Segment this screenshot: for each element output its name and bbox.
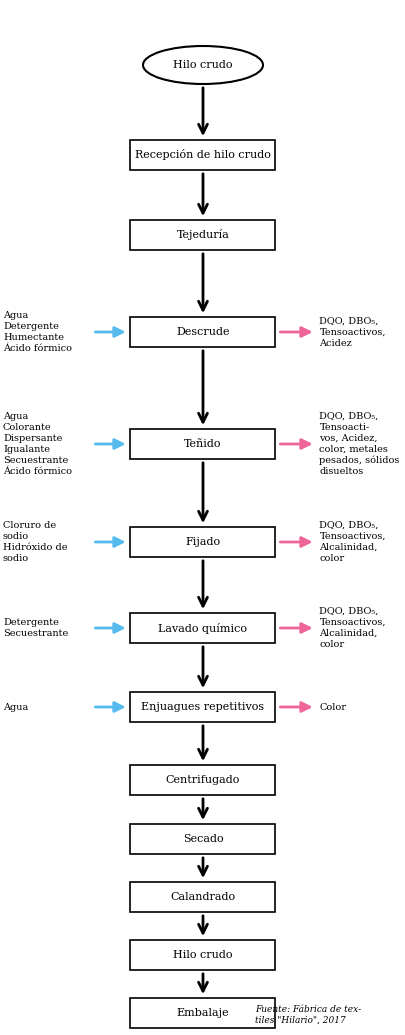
Text: color: color (319, 640, 344, 649)
Text: Tensoacti-: Tensoacti- (319, 423, 369, 432)
FancyBboxPatch shape (130, 613, 275, 643)
Text: Fuente: Fábrica de tex-
tiles "Hilario", 2017: Fuente: Fábrica de tex- tiles "Hilario",… (254, 1005, 360, 1025)
FancyBboxPatch shape (130, 428, 275, 459)
Text: DQO, DBO₅,: DQO, DBO₅, (319, 412, 378, 421)
Text: Detergente: Detergente (3, 322, 59, 331)
Text: Ácido fórmico: Ácido fórmico (3, 344, 72, 353)
Text: Secado: Secado (182, 834, 223, 844)
Text: Color: Color (319, 703, 345, 711)
Text: Enjuagues repetitivos: Enjuagues repetitivos (141, 702, 264, 712)
Text: Calandrado: Calandrado (170, 892, 235, 901)
Text: Fijado: Fijado (185, 537, 220, 548)
Text: Secuestrante: Secuestrante (3, 629, 68, 638)
Text: Humectante: Humectante (3, 333, 64, 342)
FancyBboxPatch shape (130, 140, 275, 170)
FancyBboxPatch shape (130, 527, 275, 557)
Text: Colorante: Colorante (3, 423, 51, 432)
Text: Ácido fórmico: Ácido fórmico (3, 467, 72, 476)
FancyBboxPatch shape (130, 317, 275, 347)
FancyBboxPatch shape (130, 998, 275, 1028)
Text: vos, Acidez,: vos, Acidez, (319, 434, 377, 443)
FancyBboxPatch shape (130, 940, 275, 970)
Text: color: color (319, 554, 344, 563)
Ellipse shape (143, 46, 262, 84)
Text: Alcalinidad,: Alcalinidad, (319, 629, 377, 638)
Text: Agua: Agua (3, 703, 28, 711)
Text: disueltos: disueltos (319, 467, 363, 476)
Text: Acidez: Acidez (319, 338, 352, 348)
Text: Lavado químico: Lavado químico (158, 622, 247, 633)
Text: DQO, DBO₅,: DQO, DBO₅, (319, 521, 378, 530)
Text: Descrude: Descrude (176, 327, 229, 337)
Text: Agua: Agua (3, 412, 28, 421)
Text: Tensoactivos,: Tensoactivos, (319, 532, 385, 541)
Text: Hilo crudo: Hilo crudo (173, 60, 232, 70)
Text: sodio: sodio (3, 532, 29, 541)
Text: Centrifugado: Centrifugado (165, 775, 240, 785)
FancyBboxPatch shape (130, 692, 275, 722)
Text: Igualante: Igualante (3, 445, 50, 454)
FancyBboxPatch shape (130, 220, 275, 250)
Text: Cloruro de: Cloruro de (3, 521, 56, 530)
Text: Agua: Agua (3, 310, 28, 320)
Text: Detergente: Detergente (3, 618, 59, 627)
Text: Tensoactivos,: Tensoactivos, (319, 327, 385, 336)
Text: Alcalinidad,: Alcalinidad, (319, 543, 377, 552)
Text: Teñido: Teñido (184, 439, 221, 449)
FancyBboxPatch shape (130, 824, 275, 854)
FancyBboxPatch shape (130, 765, 275, 795)
Text: Hilo crudo: Hilo crudo (173, 950, 232, 960)
Text: Tejeduría: Tejeduría (176, 230, 229, 240)
Text: Recepción de hilo crudo: Recepción de hilo crudo (135, 149, 270, 160)
Text: Embalaje: Embalaje (176, 1008, 229, 1018)
Text: Secuestrante: Secuestrante (3, 456, 68, 465)
Text: Dispersante: Dispersante (3, 434, 62, 443)
FancyBboxPatch shape (130, 882, 275, 912)
Text: sodio: sodio (3, 554, 29, 563)
Text: Tensoactivos,: Tensoactivos, (319, 618, 385, 627)
Text: DQO, DBO₅,: DQO, DBO₅, (319, 607, 378, 616)
Text: color, metales: color, metales (319, 445, 388, 454)
Text: pesados, sólidos: pesados, sólidos (319, 455, 399, 466)
Text: Hidróxido de: Hidróxido de (3, 543, 67, 552)
Text: DQO, DBO₅,: DQO, DBO₅, (319, 317, 378, 325)
